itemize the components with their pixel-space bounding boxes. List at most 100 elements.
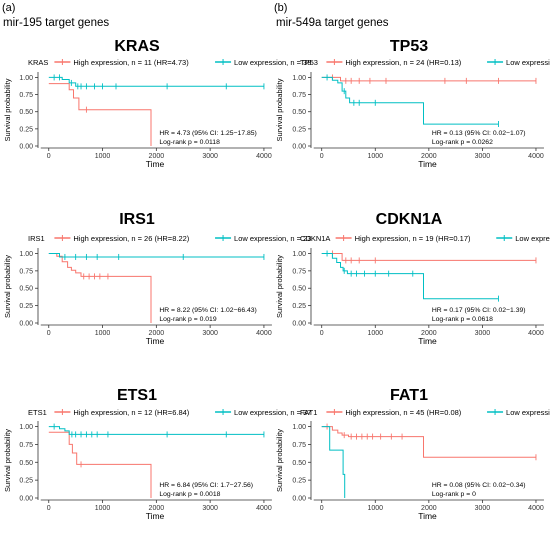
x-tick-label: 2000 [149,153,165,160]
y-axis-label: Survival probability [3,429,12,492]
km-panel-fat1: FAT1 FAT1 High expression, n = 45 (HR=0.08… [275,387,550,521]
km-panel-ets1: ETS1 ETS1 High expression, n = 12 (HR=6.84… [3,387,311,521]
hr-annotation: HR = 0.17 (95% CI: 0.02−1.39) [432,307,526,314]
y-axis-label: Survival probability [275,429,284,492]
legend-entry: High expression, n = 11 (HR=4.73) [73,58,189,67]
y-tick-label: 0.00 [19,321,33,328]
y-tick-label: 0.25 [19,303,33,310]
y-tick-label: 1.00 [292,75,306,82]
survival-curve-low [48,426,264,435]
panel-label-b: (b) [274,2,288,14]
y-tick-label: 0.25 [292,478,306,485]
x-tick-label: 1000 [95,330,111,337]
pvalue-annotation: Log-rank p = 0.0118 [159,139,220,146]
x-axis-label: Time [146,159,165,169]
survival-curve-high [48,83,152,146]
km-panel-tp53: TP53 TP53 High expression, n = 24 (HR=0.13… [275,38,550,169]
chart-title: TP53 [390,38,428,55]
y-tick-label: 1.00 [19,424,33,431]
chart-title: IRS1 [119,211,155,228]
x-tick-label: 0 [320,505,324,512]
km-panel-cdkn1a: CDKN1A CDKN1A High expression, n = 19 (HR=… [275,211,550,346]
hr-annotation: HR = 8.22 (95% CI: 1.02−66.43) [159,307,256,314]
y-tick-label: 0.00 [292,144,306,151]
chart-title: FAT1 [390,387,428,404]
y-axis-label: Survival probability [3,78,12,141]
x-tick-label: 0 [47,505,51,512]
y-tick-label: 0.25 [19,478,33,485]
survival-curve-high [321,426,536,458]
x-tick-label: 3000 [202,330,218,337]
survival-curve-low [48,76,264,87]
x-tick-label: 0 [320,330,324,337]
survival-curve-low [321,253,499,300]
y-tick-label: 0.75 [19,92,33,99]
survival-curve-high [321,253,536,261]
x-tick-label: 1000 [95,505,111,512]
y-tick-label: 0.75 [292,92,306,99]
x-tick-label: 4000 [528,330,544,337]
y-tick-label: 0.00 [19,144,33,151]
pvalue-annotation: Log-rank p = 0.0018 [159,491,220,498]
y-tick-label: 0.00 [292,321,306,328]
x-tick-label: 2000 [421,330,437,337]
y-tick-label: 0.25 [292,303,306,310]
y-tick-label: 0.25 [292,126,306,133]
y-tick-label: 0.50 [292,460,306,467]
legend-entry: Low expression, n = 4 [506,408,550,417]
x-tick-label: 2000 [149,505,165,512]
y-tick-label: 0.50 [19,286,33,293]
y-tick-label: 0.75 [19,442,33,449]
chart-title: CDKN1A [376,211,443,228]
survival-curve-low [321,426,346,498]
pvalue-annotation: Log-rank p = 0.0618 [432,316,493,323]
x-axis-label: Time [146,336,165,346]
y-tick-label: 0.00 [19,496,33,503]
x-tick-label: 3000 [475,505,491,512]
x-axis-label: Time [418,336,437,346]
x-axis-label: Time [418,159,437,169]
y-tick-label: 0.50 [19,109,33,116]
x-axis-label: Time [418,511,437,521]
x-tick-label: 4000 [256,153,272,160]
legend-entry: Low expression, n = 25 [506,58,550,67]
x-tick-label: 4000 [256,505,272,512]
y-tick-label: 0.75 [19,268,33,275]
hr-annotation: HR = 6.84 (95% CI: 1.7−27.56) [159,482,253,489]
y-tick-label: 0.75 [292,442,306,449]
legend-entry: Low expression, n = 37 [234,408,311,417]
x-tick-label: 2000 [421,505,437,512]
y-tick-label: 0.50 [19,460,33,467]
y-tick-label: 1.00 [19,251,33,258]
x-axis-label: Time [146,511,165,521]
hr-annotation: HR = 4.73 (95% CI: 1.25−17.85) [159,130,256,137]
pvalue-annotation: Log-rank p = 0 [432,491,476,498]
y-tick-label: 0.75 [292,268,306,275]
x-tick-label: 4000 [528,153,544,160]
survival-curve-low [48,253,264,258]
legend-entry: High expression, n = 45 (HR=0.08) [345,408,461,417]
x-tick-label: 0 [320,153,324,160]
hr-annotation: HR = 0.13 (95% CI: 0.02−1.07) [432,130,526,137]
legend-entry: Low expression, n = 23 [234,234,311,243]
survival-curve-high [48,253,152,323]
legend-strata-label: TP53 [300,58,318,67]
legend-strata-label: ETS1 [28,408,47,417]
y-tick-label: 1.00 [292,251,306,258]
x-tick-label: 1000 [367,153,383,160]
y-tick-label: 0.25 [19,126,33,133]
y-tick-label: 0.50 [292,109,306,116]
y-axis-label: Survival probability [275,78,284,141]
chart-title: KRAS [114,38,160,55]
x-tick-label: 1000 [367,330,383,337]
legend-entry: Low expression, n = 30 [515,234,550,243]
km-panel-kras: KRAS KRAS High expression, n = 11 (HR=4.73… [3,38,311,169]
survival-curve-high [321,76,536,82]
km-panel-irs1: IRS1 IRS1 High expression, n = 26 (HR=8.22… [3,211,311,346]
y-axis-label: Survival probability [3,255,12,318]
x-tick-label: 4000 [528,505,544,512]
x-tick-label: 0 [47,153,51,160]
pvalue-annotation: Log-rank p = 0.019 [159,316,216,323]
legend-entry: High expression, n = 26 (HR=8.22) [73,234,189,243]
